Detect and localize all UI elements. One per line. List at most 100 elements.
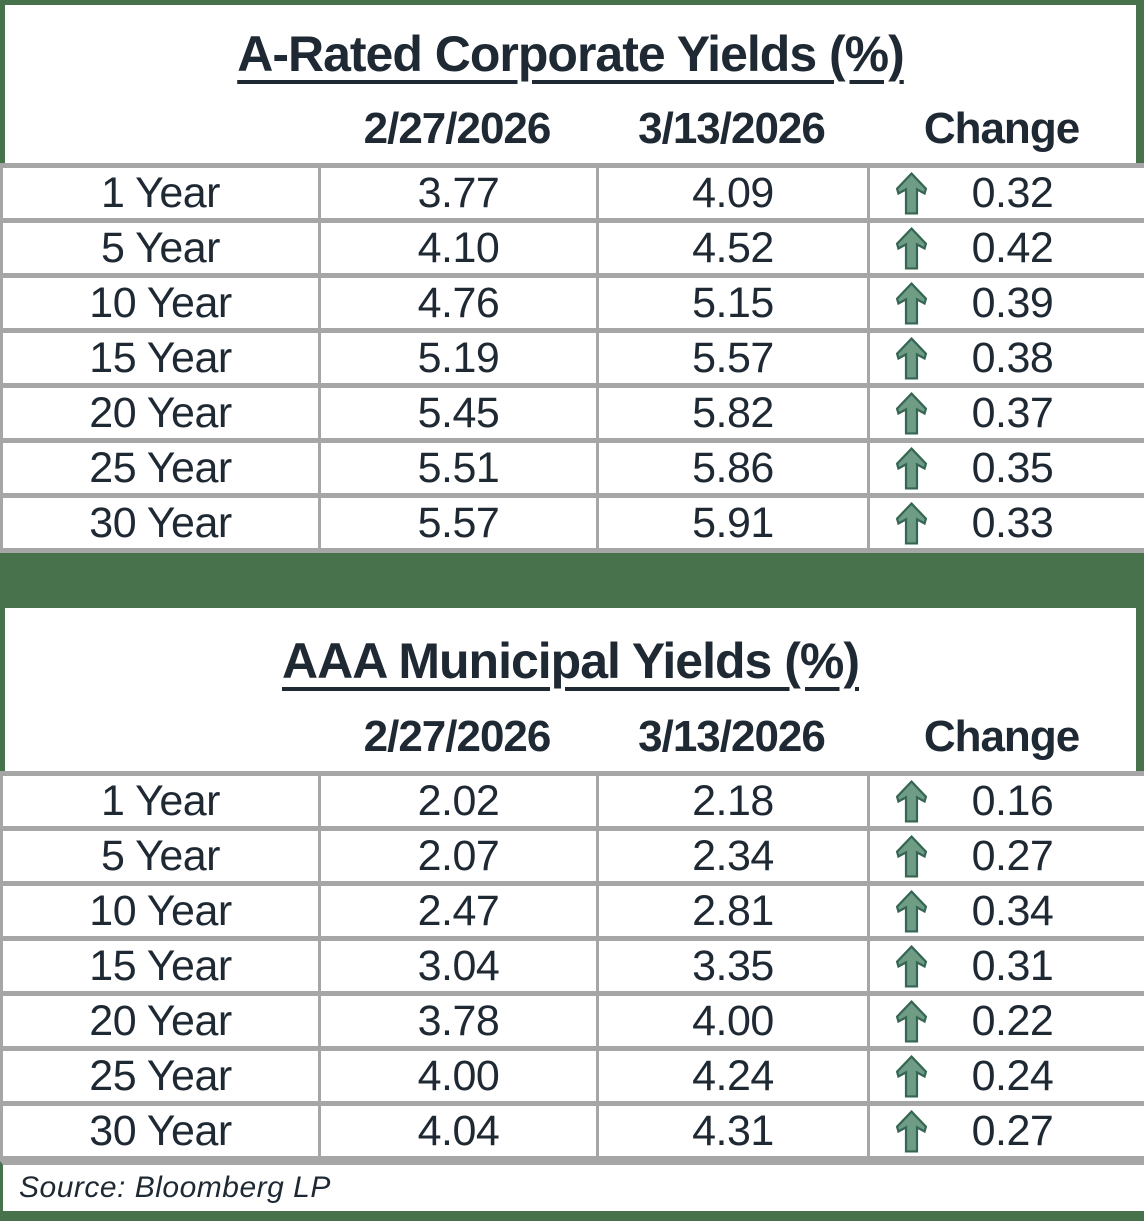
column-headers: 2/27/2026 3/13/2026 Change <box>5 103 1136 157</box>
source-label: Source: Bloomberg LP <box>19 1171 331 1204</box>
maturity-label: 1 Year <box>0 771 321 831</box>
change-value: 0.27 <box>971 832 1054 880</box>
separator-bar <box>0 553 1144 608</box>
table-row: 25 Year 4.00 4.24 0.24 <box>0 1046 1144 1106</box>
maturity-label: 20 Year <box>0 383 321 443</box>
column-headers: 2/27/2026 3/13/2026 Change <box>5 711 1136 765</box>
change-cell: 0.27 <box>867 826 1144 886</box>
corporate-table-header: A-Rated Corporate Yields (%) 2/27/2026 3… <box>5 5 1136 163</box>
column-header-start-date: 2/27/2026 <box>363 104 552 153</box>
maturity-label: 1 Year <box>0 163 321 223</box>
maturity-label: 30 Year <box>0 1101 321 1161</box>
change-cell: 0.27 <box>867 1101 1144 1161</box>
start-yield-value: 3.04 <box>318 936 599 996</box>
end-yield-value: 2.18 <box>596 771 870 831</box>
change-cell: 0.32 <box>867 163 1144 223</box>
change-value: 0.22 <box>971 997 1054 1045</box>
table-row: 25 Year 5.51 5.86 0.35 <box>0 438 1144 498</box>
end-yield-value: 4.09 <box>596 163 870 223</box>
change-cell: 0.22 <box>867 991 1144 1051</box>
change-value: 0.32 <box>971 169 1054 217</box>
change-value: 0.39 <box>971 279 1054 327</box>
end-yield-value: 4.31 <box>596 1101 870 1161</box>
end-yield-value: 2.34 <box>596 826 870 886</box>
change-cell: 0.38 <box>867 328 1144 388</box>
change-value: 0.42 <box>971 224 1054 272</box>
start-yield-value: 5.51 <box>318 438 599 498</box>
change-cell: 0.24 <box>867 1046 1144 1106</box>
table-title: A-Rated Corporate Yields (%) <box>5 23 1136 98</box>
change-cell: 0.42 <box>867 218 1144 278</box>
table-row: 5 Year 2.07 2.34 0.27 <box>0 826 1144 886</box>
maturity-label: 15 Year <box>0 328 321 388</box>
start-yield-value: 4.04 <box>318 1101 599 1161</box>
corporate-yields-panel: A-Rated Corporate Yields (%) 2/27/2026 3… <box>0 5 1144 553</box>
start-yield-value: 2.02 <box>318 771 599 831</box>
change-cell: 0.35 <box>867 438 1144 498</box>
start-yield-value: 3.77 <box>318 163 599 223</box>
table-row: 30 Year 4.04 4.31 0.27 <box>0 1101 1144 1161</box>
change-value: 0.34 <box>971 887 1054 935</box>
up-arrow-icon <box>895 391 927 435</box>
start-yield-value: 5.45 <box>318 383 599 443</box>
change-value: 0.33 <box>971 499 1054 547</box>
change-value: 0.37 <box>971 389 1054 437</box>
table-row: 30 Year 5.57 5.91 0.33 <box>0 493 1144 553</box>
start-yield-value: 4.00 <box>318 1046 599 1106</box>
end-yield-value: 5.15 <box>596 273 870 333</box>
end-yield-value: 5.82 <box>596 383 870 443</box>
maturity-label: 15 Year <box>0 936 321 996</box>
municipal-table-header: AAA Municipal Yields (%) 2/27/2026 3/13/… <box>5 608 1136 771</box>
start-yield-value: 4.76 <box>318 273 599 333</box>
table-row: 10 Year 4.76 5.15 0.39 <box>0 273 1144 333</box>
maturity-label: 30 Year <box>0 493 321 553</box>
column-header-end-date: 3/13/2026 <box>638 712 826 761</box>
source-row: Source: Bloomberg LP <box>0 1161 1144 1211</box>
up-arrow-icon <box>895 944 927 988</box>
table-title-text: AAA Municipal Yields (%) <box>281 633 860 689</box>
end-yield-value: 5.86 <box>596 438 870 498</box>
corporate-yield-grid: 1 Year 3.77 4.09 0.32 5 Year 4.10 4.52 0.42 10 Y… <box>0 163 1144 553</box>
maturity-label: 25 Year <box>0 1046 321 1106</box>
column-header-change: Change <box>923 104 1080 153</box>
maturity-label: 20 Year <box>0 991 321 1051</box>
column-header-end-date: 3/13/2026 <box>638 104 826 153</box>
maturity-label: 10 Year <box>0 881 321 941</box>
change-cell: 0.39 <box>867 273 1144 333</box>
table-row: 1 Year 2.02 2.18 0.16 <box>0 771 1144 831</box>
municipal-yields-panel: AAA Municipal Yields (%) 2/27/2026 3/13/… <box>0 608 1144 1161</box>
up-arrow-icon <box>895 889 927 933</box>
up-arrow-icon <box>895 999 927 1043</box>
up-arrow-icon <box>895 281 927 325</box>
table-title-text: A-Rated Corporate Yields (%) <box>237 26 905 82</box>
column-header-change: Change <box>923 712 1080 761</box>
start-yield-value: 5.57 <box>318 493 599 553</box>
maturity-label: 5 Year <box>0 826 321 886</box>
table-title: AAA Municipal Yields (%) <box>5 630 1136 705</box>
start-yield-value: 3.78 <box>318 991 599 1051</box>
table-row: 15 Year 5.19 5.57 0.38 <box>0 328 1144 388</box>
maturity-label: 10 Year <box>0 273 321 333</box>
end-yield-value: 2.81 <box>596 881 870 941</box>
up-arrow-icon <box>895 834 927 878</box>
change-cell: 0.37 <box>867 383 1144 443</box>
end-yield-value: 5.91 <box>596 493 870 553</box>
up-arrow-icon <box>895 226 927 270</box>
up-arrow-icon <box>895 336 927 380</box>
up-arrow-icon <box>895 1109 927 1153</box>
municipal-yield-grid: 1 Year 2.02 2.18 0.16 5 Year 2.07 2.34 0.27 10 Y… <box>0 771 1144 1161</box>
table-row: 10 Year 2.47 2.81 0.34 <box>0 881 1144 941</box>
table-row: 15 Year 3.04 3.35 0.31 <box>0 936 1144 996</box>
change-value: 0.27 <box>971 1107 1054 1155</box>
start-yield-value: 5.19 <box>318 328 599 388</box>
end-yield-value: 4.52 <box>596 218 870 278</box>
change-cell: 0.34 <box>867 881 1144 941</box>
change-value: 0.16 <box>971 777 1054 825</box>
end-yield-value: 3.35 <box>596 936 870 996</box>
column-header-start-date: 2/27/2026 <box>363 712 552 761</box>
change-value: 0.31 <box>971 942 1054 990</box>
start-yield-value: 4.10 <box>318 218 599 278</box>
end-yield-value: 5.57 <box>596 328 870 388</box>
up-arrow-icon <box>895 501 927 545</box>
